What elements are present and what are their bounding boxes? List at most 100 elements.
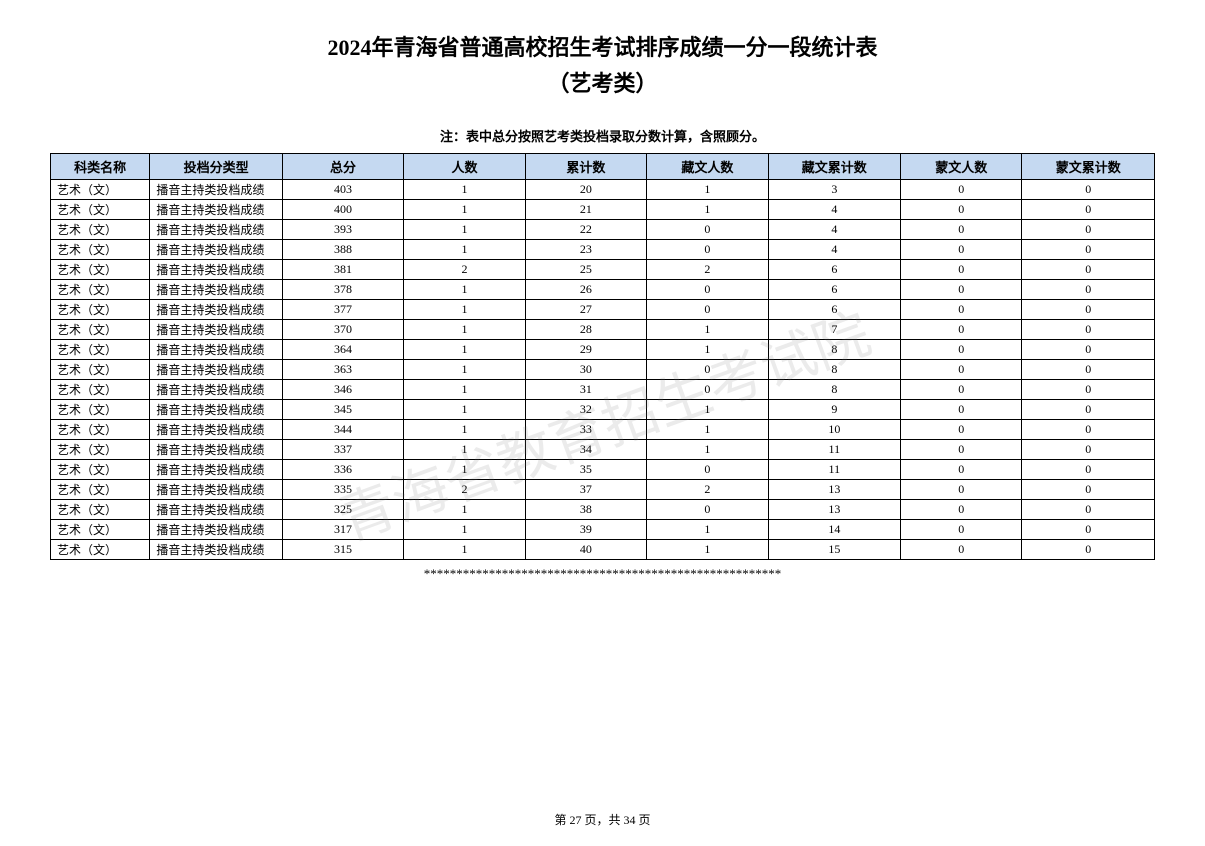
table-cell: 1 <box>647 440 768 460</box>
table-cell: 1 <box>404 340 525 360</box>
table-cell: 艺术（文） <box>51 500 150 520</box>
table-cell: 艺术（文） <box>51 460 150 480</box>
table-cell: 0 <box>1022 200 1155 220</box>
table-cell: 0 <box>901 520 1022 540</box>
table-cell: 0 <box>647 280 768 300</box>
table-cell: 378 <box>282 280 403 300</box>
table-cell: 0 <box>1022 540 1155 560</box>
table-row: 艺术（文）播音主持类投档成绩3451321900 <box>51 400 1155 420</box>
table-note: 注：表中总分按照艺考类投档录取分数计算，含照顾分。 <box>50 126 1155 145</box>
table-cell: 播音主持类投档成绩 <box>150 400 282 420</box>
table-cell: 26 <box>525 280 646 300</box>
table-cell: 31 <box>525 380 646 400</box>
table-cell: 317 <box>282 520 403 540</box>
table-cell: 播音主持类投档成绩 <box>150 480 282 500</box>
table-cell: 25 <box>525 260 646 280</box>
table-cell: 0 <box>901 540 1022 560</box>
table-cell: 播音主持类投档成绩 <box>150 280 282 300</box>
table-cell: 0 <box>1022 260 1155 280</box>
table-cell: 播音主持类投档成绩 <box>150 500 282 520</box>
table-cell: 0 <box>1022 400 1155 420</box>
col-header-cumulative: 累计数 <box>525 154 646 180</box>
table-cell: 15 <box>768 540 900 560</box>
col-header-count: 人数 <box>404 154 525 180</box>
table-cell: 0 <box>647 360 768 380</box>
table-cell: 0 <box>647 300 768 320</box>
table-cell: 0 <box>1022 420 1155 440</box>
table-cell: 0 <box>901 440 1022 460</box>
table-cell: 27 <box>525 300 646 320</box>
table-cell: 39 <box>525 520 646 540</box>
table-cell: 1 <box>647 520 768 540</box>
table-row: 艺术（文）播音主持类投档成绩3461310800 <box>51 380 1155 400</box>
table-row: 艺术（文）播音主持类投档成绩3812252600 <box>51 260 1155 280</box>
table-cell: 21 <box>525 200 646 220</box>
table-cell: 1 <box>647 200 768 220</box>
table-cell: 播音主持类投档成绩 <box>150 180 282 200</box>
table-cell: 艺术（文） <box>51 480 150 500</box>
table-cell: 1 <box>647 320 768 340</box>
table-cell: 6 <box>768 280 900 300</box>
table-cell: 0 <box>901 460 1022 480</box>
table-cell: 艺术（文） <box>51 320 150 340</box>
table-row: 艺术（文）播音主持类投档成绩32513801300 <box>51 500 1155 520</box>
table-row: 艺术（文）播音主持类投档成绩33523721300 <box>51 480 1155 500</box>
table-row: 艺术（文）播音主持类投档成绩33713411100 <box>51 440 1155 460</box>
table-cell: 1 <box>647 180 768 200</box>
table-cell: 播音主持类投档成绩 <box>150 340 282 360</box>
table-cell: 337 <box>282 440 403 460</box>
table-cell: 0 <box>647 240 768 260</box>
table-cell: 1 <box>404 360 525 380</box>
table-cell: 370 <box>282 320 403 340</box>
table-cell: 0 <box>1022 320 1155 340</box>
table-cell: 0 <box>1022 220 1155 240</box>
table-cell: 0 <box>1022 280 1155 300</box>
table-cell: 1 <box>404 520 525 540</box>
table-row: 艺术（文）播音主持类投档成绩33613501100 <box>51 460 1155 480</box>
table-cell: 0 <box>901 220 1022 240</box>
table-cell: 1 <box>404 380 525 400</box>
table-cell: 1 <box>404 200 525 220</box>
table-cell: 0 <box>901 300 1022 320</box>
table-cell: 0 <box>1022 380 1155 400</box>
table-cell: 0 <box>901 480 1022 500</box>
table-cell: 播音主持类投档成绩 <box>150 360 282 380</box>
table-cell: 1 <box>647 540 768 560</box>
table-cell: 4 <box>768 240 900 260</box>
table-cell: 381 <box>282 260 403 280</box>
table-cell: 13 <box>768 500 900 520</box>
table-cell: 0 <box>901 500 1022 520</box>
table-cell: 艺术（文） <box>51 540 150 560</box>
table-row: 艺术（文）播音主持类投档成绩31713911400 <box>51 520 1155 540</box>
table-cell: 0 <box>647 220 768 240</box>
table-cell: 播音主持类投档成绩 <box>150 200 282 220</box>
page-footer: 第 27 页，共 34 页 <box>0 811 1205 828</box>
table-cell: 14 <box>768 520 900 540</box>
table-cell: 播音主持类投档成绩 <box>150 460 282 480</box>
table-cell: 37 <box>525 480 646 500</box>
table-cell: 8 <box>768 340 900 360</box>
score-table: 科类名称 投档分类型 总分 人数 累计数 藏文人数 藏文累计数 蒙文人数 蒙文累… <box>50 153 1155 560</box>
table-row: 艺术（文）播音主持类投档成绩3781260600 <box>51 280 1155 300</box>
table-cell: 38 <box>525 500 646 520</box>
table-cell: 40 <box>525 540 646 560</box>
table-cell: 0 <box>901 280 1022 300</box>
table-cell: 28 <box>525 320 646 340</box>
table-cell: 403 <box>282 180 403 200</box>
table-row: 艺术（文）播音主持类投档成绩3931220400 <box>51 220 1155 240</box>
table-cell: 艺术（文） <box>51 400 150 420</box>
col-header-type: 投档分类型 <box>150 154 282 180</box>
table-cell: 0 <box>1022 480 1155 500</box>
table-cell: 艺术（文） <box>51 380 150 400</box>
table-cell: 377 <box>282 300 403 320</box>
table-cell: 345 <box>282 400 403 420</box>
table-cell: 11 <box>768 440 900 460</box>
table-cell: 艺术（文） <box>51 240 150 260</box>
table-cell: 0 <box>1022 300 1155 320</box>
table-row: 艺术（文）播音主持类投档成绩4031201300 <box>51 180 1155 200</box>
table-cell: 393 <box>282 220 403 240</box>
table-cell: 0 <box>647 380 768 400</box>
table-cell: 1 <box>404 400 525 420</box>
table-cell: 艺术（文） <box>51 360 150 380</box>
table-cell: 艺术（文） <box>51 520 150 540</box>
